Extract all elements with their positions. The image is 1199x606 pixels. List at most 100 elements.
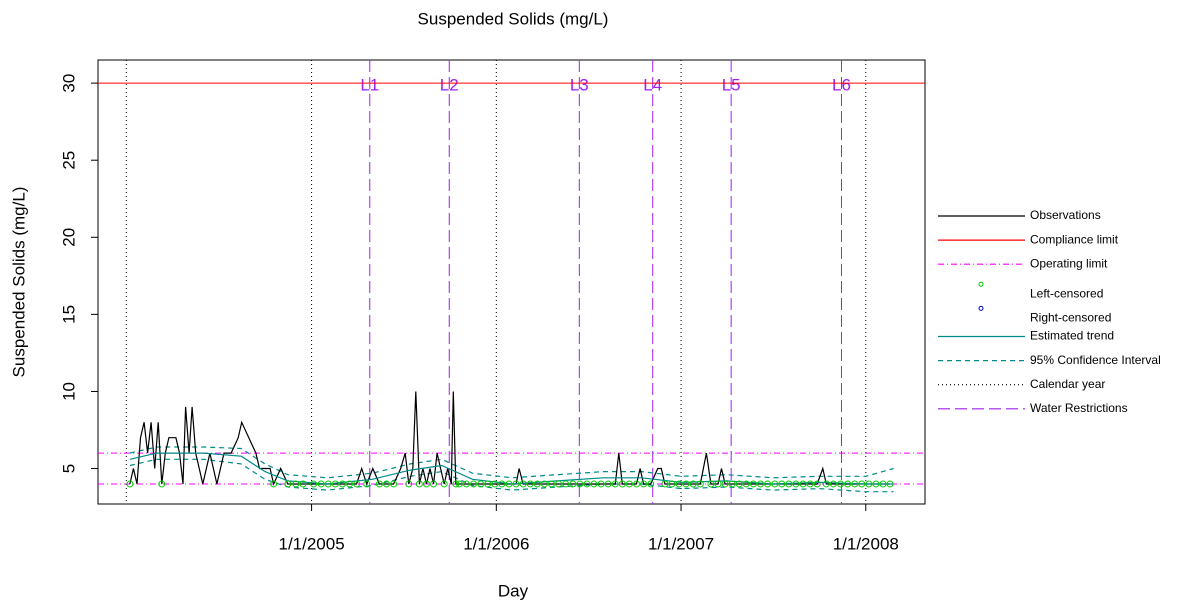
censored-point	[742, 480, 750, 488]
censored-point	[728, 480, 736, 488]
censored-point	[844, 480, 852, 488]
censored-point	[512, 480, 520, 488]
censored-point	[771, 480, 779, 488]
confidence-line	[129, 458, 894, 493]
censored-point	[270, 480, 278, 488]
censored-point	[633, 480, 641, 488]
censored-point	[415, 480, 423, 488]
legend-label: Right-censored	[1030, 311, 1111, 325]
censored-point	[299, 480, 307, 488]
censored-point	[382, 480, 390, 488]
censored-point	[668, 480, 676, 488]
legend-label: 95% Confidence Interval	[1030, 353, 1161, 367]
confidence-line	[129, 446, 894, 479]
censored-point	[484, 480, 492, 488]
censored-point	[331, 480, 339, 488]
censored-point	[324, 480, 332, 488]
censored-point	[886, 480, 894, 488]
censored-point	[822, 480, 830, 488]
legend-label: Observations	[1030, 208, 1101, 222]
legend-label: Calendar year	[1030, 377, 1105, 391]
censored-point	[470, 480, 478, 488]
censored-point	[792, 480, 800, 488]
censored-point	[611, 480, 619, 488]
censored-point	[346, 480, 354, 488]
legend-label: Water Restrictions	[1030, 401, 1128, 415]
censored-point	[865, 480, 873, 488]
censored-point	[749, 480, 757, 488]
censored-point	[872, 480, 880, 488]
censored-point	[806, 480, 814, 488]
legend-label: Operating limit	[1030, 256, 1108, 270]
censored-point	[405, 480, 413, 488]
censored-point	[858, 480, 866, 488]
restriction-label: L2	[440, 75, 459, 94]
censored-point	[851, 480, 859, 488]
censored-point	[310, 480, 318, 488]
censored-point	[576, 480, 584, 488]
censored-point	[590, 480, 598, 488]
censored-point	[836, 480, 844, 488]
y-tick-label: 15	[59, 305, 78, 324]
censored-point	[519, 480, 527, 488]
censored-point	[707, 480, 715, 488]
censored-point	[813, 480, 821, 488]
censored-point	[317, 480, 325, 488]
restriction-label: L3	[570, 75, 589, 94]
censored-point	[526, 480, 534, 488]
censored-point	[714, 480, 722, 488]
x-tick-label: 1/1/2005	[278, 534, 344, 553]
censored-point	[721, 480, 729, 488]
censored-point	[785, 480, 793, 488]
censored-point	[375, 480, 383, 488]
legend-label: Compliance limit	[1030, 232, 1119, 246]
censored-point	[430, 480, 438, 488]
censored-point	[675, 480, 683, 488]
y-tick-label: 25	[59, 151, 78, 170]
censored-point	[505, 480, 513, 488]
censored-point	[829, 480, 837, 488]
censored-point	[422, 480, 430, 488]
censored-point	[353, 480, 361, 488]
censored-point	[126, 480, 134, 488]
censored-point	[583, 480, 591, 488]
censored-point	[647, 480, 655, 488]
series-line	[129, 391, 891, 486]
censored-point	[338, 480, 346, 488]
censored-point	[757, 480, 765, 488]
x-tick-label: 1/1/2007	[648, 534, 714, 553]
censored-point	[562, 480, 570, 488]
censored-point	[498, 480, 506, 488]
restriction-label: L4	[643, 75, 662, 94]
legend-label: Left-censored	[1030, 286, 1103, 300]
plot-frame	[97, 59, 926, 505]
censored-point	[547, 480, 555, 488]
censored-point	[540, 480, 548, 488]
legend-symbol	[978, 305, 984, 311]
censored-point	[455, 480, 463, 488]
censored-point	[533, 480, 541, 488]
censored-point	[284, 480, 292, 488]
censored-point	[555, 480, 563, 488]
censored-point	[390, 480, 398, 488]
censored-point	[696, 480, 704, 488]
chart-title: Suspended Solids (mg/L)	[418, 9, 609, 28]
censored-point	[799, 480, 807, 488]
y-tick-label: 10	[59, 382, 78, 401]
censored-point	[158, 480, 166, 488]
censored-point	[477, 480, 485, 488]
censored-point	[764, 480, 772, 488]
restriction-label: L6	[832, 75, 851, 94]
x-axis-label: Day	[498, 581, 529, 600]
censored-point	[661, 480, 669, 488]
censored-point	[735, 480, 743, 488]
censored-point	[625, 480, 633, 488]
censored-point	[879, 480, 887, 488]
restriction-label: L1	[360, 75, 379, 94]
censored-point	[640, 480, 648, 488]
censored-point	[363, 480, 371, 488]
censored-point	[778, 480, 786, 488]
censored-point	[569, 480, 577, 488]
